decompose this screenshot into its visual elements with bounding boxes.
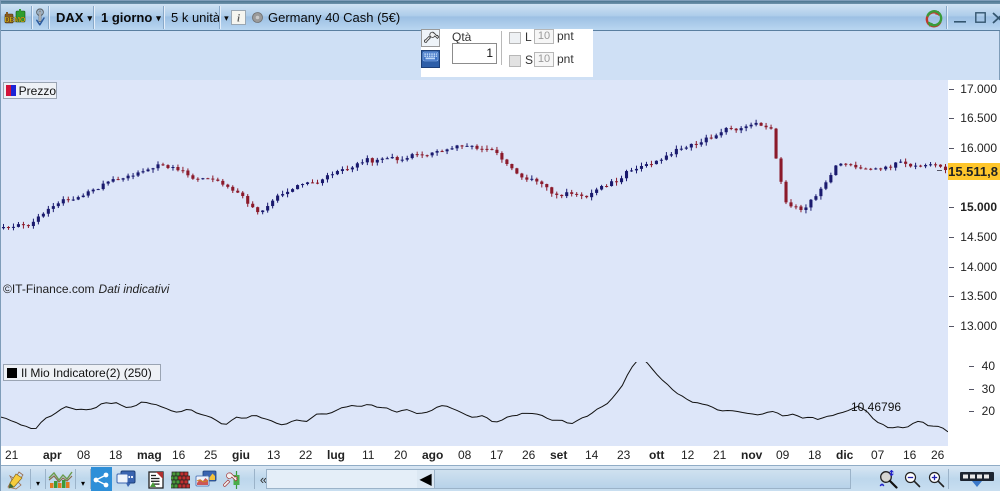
svg-text:i: i (237, 14, 240, 25)
svg-text:DEMO: DEMO (5, 17, 27, 24)
